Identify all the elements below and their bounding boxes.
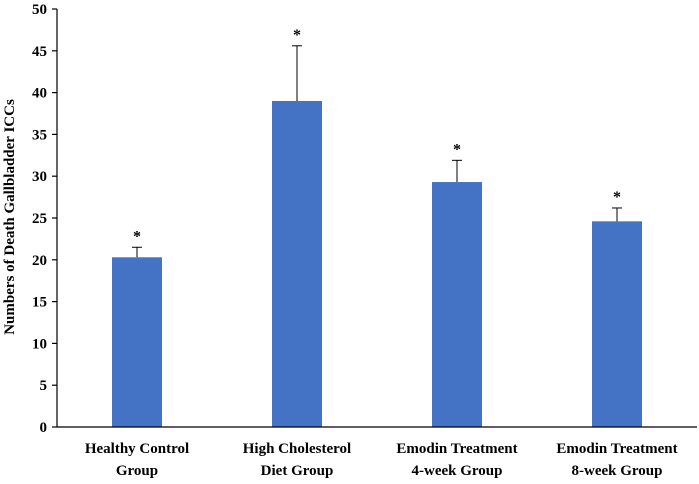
significance-marker: *	[293, 27, 301, 44]
y-tick-label: 45	[32, 44, 47, 60]
significance-marker: *	[613, 189, 621, 206]
x-category-label: 4-week Group	[412, 463, 503, 479]
y-tick-label: 20	[32, 253, 47, 269]
significance-marker: *	[133, 228, 141, 245]
y-axis-title: Numbers of Death Gallbladder ICCs	[2, 99, 18, 335]
y-tick-label: 15	[32, 295, 47, 311]
error-bars-group	[132, 45, 622, 258]
y-tick-label: 35	[32, 127, 47, 143]
x-category-label: High Cholesterol	[243, 441, 351, 457]
x-category-label: Emodin Treatment	[556, 441, 677, 457]
bar	[112, 257, 162, 427]
bar	[272, 100, 322, 428]
bar	[592, 221, 642, 427]
bars-group	[112, 100, 642, 428]
bar	[432, 182, 482, 427]
significance-marker: *	[453, 141, 461, 158]
x-category-label: Emodin Treatment	[396, 441, 517, 457]
y-tick-label: 40	[32, 86, 47, 102]
y-tick-label: 5	[40, 378, 48, 394]
x-category-label: Diet Group	[261, 463, 334, 479]
y-tick-label: 0	[40, 420, 48, 436]
y-tick-label: 10	[32, 336, 47, 352]
x-category-labels-group: Healthy Control Group High Cholesterol Diet…	[85, 441, 678, 479]
x-category-label: 8-week Group	[572, 463, 663, 479]
y-tick-label: 50	[32, 2, 47, 18]
y-tick-label: 30	[32, 169, 47, 185]
significance-markers-group: * * * *	[133, 27, 621, 245]
x-category-label: Healthy Control	[85, 441, 189, 457]
y-axis-title-group: Numbers of Death Gallbladder ICCs	[2, 99, 18, 335]
x-category-label: Group	[116, 463, 158, 479]
y-tick-label: 25	[32, 211, 47, 227]
y-ticks-group: 0 5 10 15 20 25 30 35 40 45 50	[32, 2, 57, 436]
